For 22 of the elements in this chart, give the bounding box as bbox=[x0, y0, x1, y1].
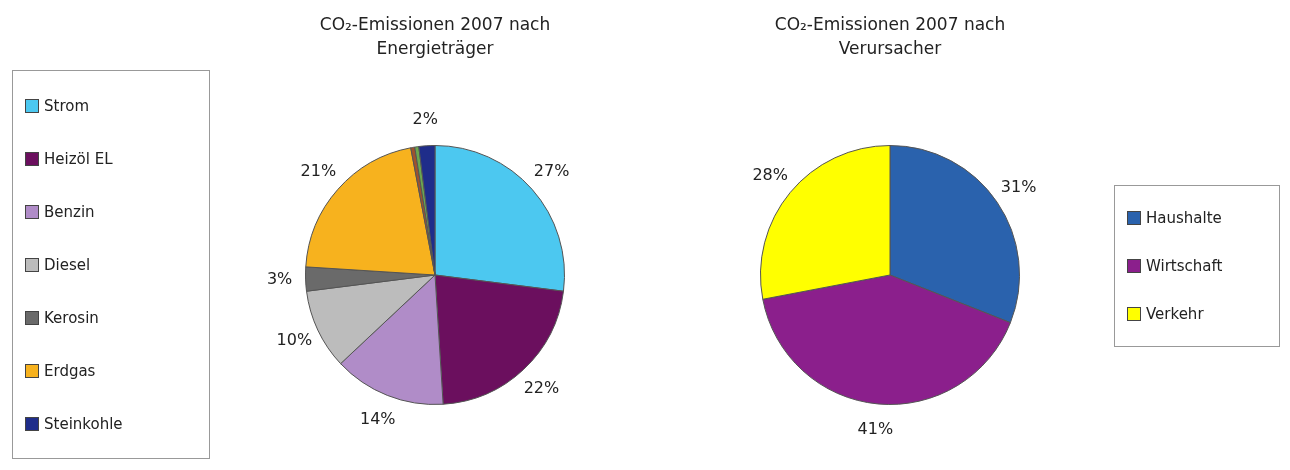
legend-label: Strom bbox=[44, 96, 90, 115]
legend-label: Benzin bbox=[44, 202, 95, 221]
data-label: 3% bbox=[266, 269, 293, 289]
legend-label: Diesel bbox=[44, 255, 91, 274]
data-label: 10% bbox=[276, 330, 313, 350]
legend-label: Steinkohle bbox=[44, 414, 123, 433]
data-label: 21% bbox=[300, 161, 337, 181]
data-label: 2% bbox=[412, 108, 438, 128]
chart-title: CO₂-Emissionen 2007 nach Verursacher bbox=[773, 13, 1007, 60]
legend-label: Kerosin bbox=[44, 308, 99, 327]
legend-label: Haushalte bbox=[1146, 209, 1222, 227]
data-label: 41% bbox=[857, 418, 894, 438]
data-label: 27% bbox=[533, 161, 570, 181]
legend-label: Heizöl EL bbox=[44, 149, 113, 168]
data-label: 28% bbox=[752, 165, 788, 185]
legend-label: Verkehr bbox=[1146, 305, 1204, 323]
data-label: 31% bbox=[1000, 176, 1037, 196]
data-label: 22% bbox=[523, 377, 560, 397]
legend-label: Wirtschaft bbox=[1146, 257, 1223, 275]
legend-label: Erdgas bbox=[44, 361, 96, 380]
chart-title: CO₂-Emissionen 2007 nach Energieträger bbox=[318, 13, 552, 60]
data-label: 14% bbox=[359, 408, 396, 428]
